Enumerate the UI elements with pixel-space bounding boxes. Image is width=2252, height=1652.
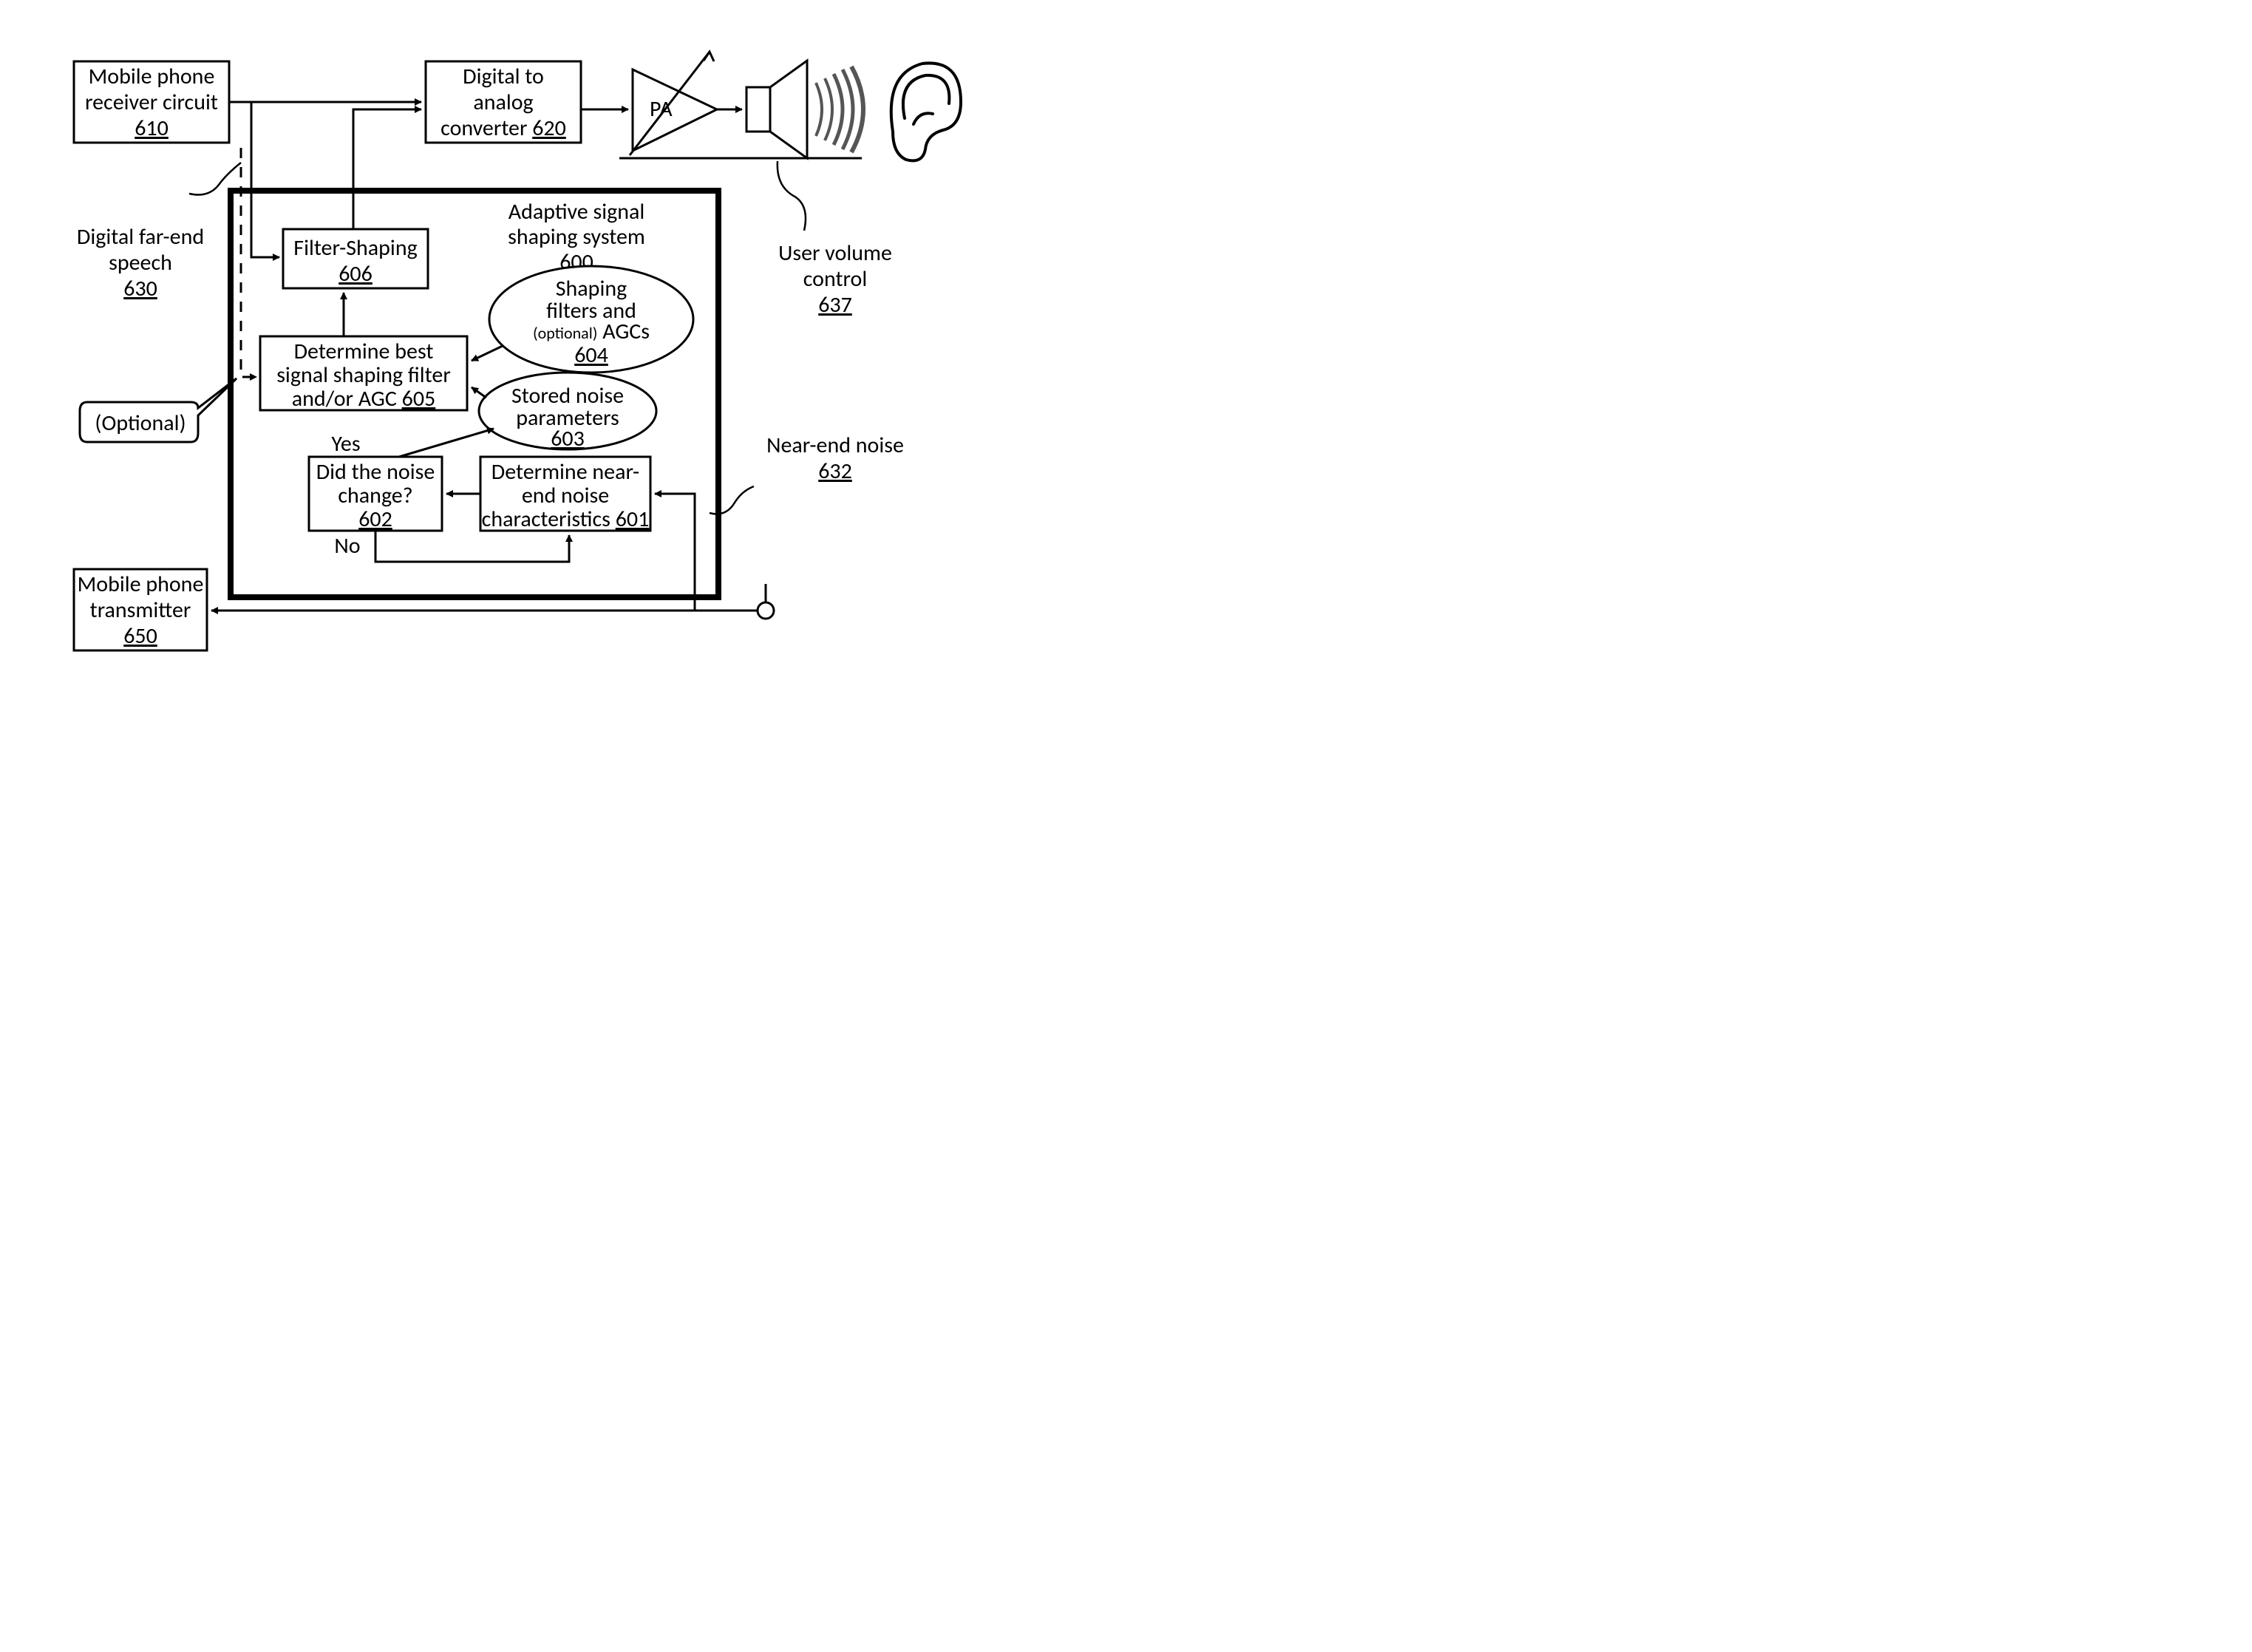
yes-label: Yes [331,430,360,458]
svg-text:No: No [334,532,360,560]
sn-ref: 603 [551,425,585,452]
edge-nc-dn-no [375,531,569,562]
dac-line1: Digital to [463,63,544,90]
svg-text:637: 637 [818,291,852,319]
diagram-canvas: Mobile phone receiver circuit 610 Digita… [0,0,1092,801]
dac-ref: 620 [532,115,566,142]
label-near-end-noise: Near-end noise 632 [766,432,904,485]
edge-nc-sn-yes [399,429,494,457]
node-determine-best: Determine best signal shaping filter and… [260,336,467,412]
edge-sf-best [472,346,503,361]
svg-text:610: 610 [135,115,169,142]
volume-line2: control [803,265,867,293]
pa-label: PA [650,95,673,123]
svg-text:control: control [803,265,867,293]
ear-icon [891,63,961,160]
node-filter-shaping: Filter-Shaping 606 [283,229,428,288]
dn-ref: 601 [616,506,650,533]
volume-ref: 637 [818,291,852,319]
label-system-title: Adaptive signal shaping system 600 [508,198,645,276]
svg-text:converter 620: converter 620 [440,115,566,142]
volume-line1: User volume [778,239,892,267]
fes-line2: speech [109,249,172,276]
edge-mic-determine-noise [655,494,695,611]
svg-text:603: 603 [551,425,585,452]
svg-text:650: 650 [123,622,157,650]
svg-text:Yes: Yes [331,430,360,458]
edge-filter-dac [353,109,421,229]
system-line2: shaping system [508,223,645,251]
label-far-end-speech: Digital far-end speech 630 [77,223,204,302]
system-line1: Adaptive signal [508,198,645,225]
svg-text:604: 604 [574,341,608,369]
node-determine-noise: Determine near- end noise characteristic… [480,457,650,533]
receiver-ref: 610 [135,115,169,142]
dn-line3a: characteristics [482,506,616,533]
svg-text:and/or AGC 605: and/or AGC 605 [292,385,436,412]
svg-text:Near-end noise: Near-end noise [766,432,904,459]
nen-line1: Near-end noise [766,432,904,459]
microphone-icon [758,584,774,619]
label-user-volume: User volume control 637 [778,239,892,319]
dac-line2: analog [473,89,533,116]
node-noise-change: Did the noise change? 602 [309,457,442,533]
nc-ref: 602 [358,506,392,533]
svg-text:shaping system: shaping system [508,223,645,251]
svg-text:Filter-Shaping: Filter-Shaping [293,234,417,262]
pa-amplifier-icon: PA [630,52,717,155]
tx-line2: transmitter [90,596,191,624]
svg-text:630: 630 [123,275,157,302]
tx-ref: 650 [123,622,157,650]
edge-receiver-filter [251,102,279,257]
receiver-line1: Mobile phone [89,63,215,90]
optional-label: (Optional) [95,409,186,437]
sound-waves-icon [816,67,863,152]
db-ref: 605 [402,385,436,412]
svg-text:Mobile phone: Mobile phone [78,571,204,598]
fes-line1: Digital far-end [77,223,204,251]
svg-text:speech: speech [109,249,172,276]
fes-ref: 630 [123,275,157,302]
no-label: No [334,532,360,560]
node-receiver: Mobile phone receiver circuit 610 [74,61,229,143]
svg-text:632: 632 [818,458,852,485]
svg-text:User volume: User volume [778,239,892,267]
edge-sn-best [472,387,486,398]
tx-line1: Mobile phone [78,571,204,598]
svg-text:characteristics 601: characteristics 601 [482,506,650,533]
fs-line1: Filter-Shaping [293,234,417,262]
svg-text:analog: analog [473,89,533,116]
svg-text:602: 602 [358,506,392,533]
receiver-line2: receiver circuit [85,89,218,116]
svg-text:Adaptive signal: Adaptive signal [508,198,645,225]
node-dac: Digital to analog converter 620 [426,61,581,143]
speaker-icon [746,61,807,158]
svg-text:Digital far-end: Digital far-end [77,223,204,251]
node-shaping-filters: Shaping filters and (optional) AGCs 604 [489,266,693,373]
callout-optional: (Optional) [80,378,237,442]
svg-text:Mobile phone: Mobile phone [89,63,215,90]
node-transmitter: Mobile phone transmitter 650 [74,569,207,650]
sf-ref: 604 [574,341,608,369]
svg-text:Digital to: Digital to [463,63,544,90]
svg-text:transmitter: transmitter [90,596,191,624]
svg-text:(Optional): (Optional) [95,409,186,437]
node-stored-noise: Stored noise parameters 603 [479,373,656,452]
db-line3a: and/or AGC [292,385,402,412]
edge-receiver-best-dashed [241,148,256,377]
nen-ref: 632 [818,458,852,485]
pointer-volume [778,161,806,231]
sf-small: (optional) [533,323,597,343]
svg-text:receiver circuit: receiver circuit [85,89,218,116]
fs-ref: 606 [339,260,373,288]
svg-text:606: 606 [339,260,373,288]
dac-line3a: converter [440,115,532,142]
